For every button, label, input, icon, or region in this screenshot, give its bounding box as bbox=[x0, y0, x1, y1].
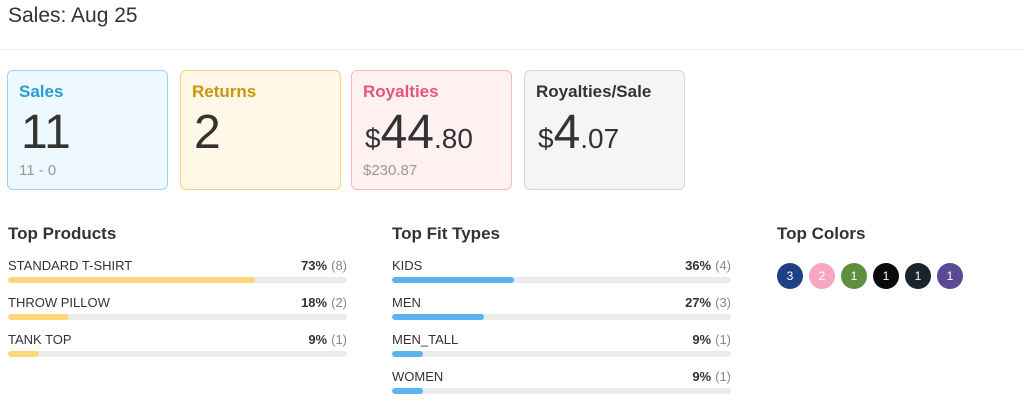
bar-count: (1) bbox=[715, 332, 731, 347]
royalties-per-sale-card-title: Royalties/Sale bbox=[536, 82, 652, 101]
page-title: Sales: Aug 25 bbox=[8, 4, 138, 27]
top-fit-types-list: KIDS 36% (4) MEN 27% (3) MEN_TALL 9% (1) WOMEN 9%(… bbox=[392, 258, 731, 406]
bar-label: WOMEN bbox=[392, 369, 444, 384]
top-products-title: Top Products bbox=[8, 224, 117, 243]
royalties-card-value: $44.80 bbox=[365, 105, 473, 167]
bar-track bbox=[392, 388, 731, 394]
sales-card-value: 11 bbox=[21, 106, 71, 159]
royalties-whole: 44 bbox=[380, 106, 434, 159]
bar-count: (1) bbox=[331, 332, 347, 347]
top-fit-types-section: Top Fit Types KIDS 36% (4) MEN 27% (3) MEN_TAL… bbox=[392, 222, 731, 406]
bar-count: (1) bbox=[715, 369, 731, 384]
bar-row: STANDARD T-SHIRT 73% (8) bbox=[8, 258, 347, 295]
bar-track bbox=[8, 277, 347, 283]
color-swatch: 1 bbox=[841, 263, 867, 289]
bar-row: KIDS 36% (4) bbox=[392, 258, 731, 295]
bar-percent: 9% bbox=[308, 332, 328, 347]
top-fit-types-title: Top Fit Types bbox=[392, 224, 500, 243]
bar-label: MEN_TALL bbox=[392, 332, 459, 347]
bar-percent: 73% bbox=[301, 258, 328, 273]
bar-label: TANK TOP bbox=[8, 332, 72, 347]
top-products-section: Top Products STANDARD T-SHIRT 73% (8) THROW… bbox=[8, 222, 347, 369]
bar-label: STANDARD T-SHIRT bbox=[8, 258, 133, 273]
bar-row: MEN 27% (3) bbox=[392, 295, 731, 332]
bar-percent: 9% bbox=[692, 369, 712, 384]
bar-count: (2) bbox=[331, 295, 347, 310]
royalties-per-sale-currency: $ bbox=[538, 123, 554, 154]
sales-card-title: Sales bbox=[19, 82, 64, 101]
royalties-decimal: .80 bbox=[433, 123, 473, 154]
bar-fill bbox=[8, 351, 39, 357]
page-header: Sales: Aug 25 bbox=[0, 0, 1024, 50]
bar-stats: 73% (8) bbox=[301, 258, 347, 273]
bar-count: (4) bbox=[715, 258, 731, 273]
bar-track bbox=[8, 314, 347, 320]
top-colors-title: Top Colors bbox=[777, 224, 866, 243]
color-swatch: 1 bbox=[905, 263, 931, 289]
bar-track bbox=[392, 277, 731, 283]
bar-stats: 9% (1) bbox=[692, 369, 731, 384]
color-swatch: 2 bbox=[809, 263, 835, 289]
bar-fill bbox=[392, 277, 515, 283]
bar-label: MEN bbox=[392, 295, 421, 310]
bar-stats: 27% (3) bbox=[685, 295, 731, 310]
bar-count: (3) bbox=[715, 295, 731, 310]
bar-track bbox=[392, 314, 731, 320]
sales-card: Sales 11 11 - 0 bbox=[7, 70, 168, 190]
color-swatch: 1 bbox=[873, 263, 899, 289]
top-products-list: STANDARD T-SHIRT 73% (8) THROW PILLOW 18% (2)… bbox=[8, 258, 347, 369]
bar-fill bbox=[392, 388, 423, 394]
bar-fill bbox=[8, 314, 70, 320]
bar-row: MEN_TALL 9% (1) bbox=[392, 332, 731, 369]
returns-card: Returns 2 bbox=[180, 70, 341, 190]
bar-fill bbox=[392, 351, 423, 357]
returns-card-value: 2 bbox=[194, 106, 221, 159]
bar-row: TANK TOP 9% (1) bbox=[8, 332, 347, 369]
bar-count: (8) bbox=[331, 258, 347, 273]
bar-percent: 18% bbox=[301, 295, 328, 310]
royalties-per-sale-card: Royalties/Sale $4.07 bbox=[524, 70, 685, 190]
bar-label: THROW PILLOW bbox=[8, 295, 110, 310]
bar-stats: 18% (2) bbox=[301, 295, 347, 310]
bar-row: WOMEN 9% (1) bbox=[392, 369, 731, 406]
returns-card-title: Returns bbox=[192, 82, 257, 101]
royalties-per-sale-whole: 4 bbox=[553, 106, 581, 159]
bar-percent: 36% bbox=[685, 258, 712, 273]
color-swatch: 1 bbox=[937, 263, 963, 289]
sales-card-subtext: 11 - 0 bbox=[19, 162, 57, 179]
royalties-card-title: Royalties bbox=[363, 82, 439, 101]
bar-stats: 9% (1) bbox=[692, 332, 731, 347]
bar-row: THROW PILLOW 18% (2) bbox=[8, 295, 347, 332]
bar-track bbox=[392, 351, 731, 357]
bar-percent: 27% bbox=[685, 295, 712, 310]
bar-track bbox=[8, 351, 347, 357]
royalties-currency: $ bbox=[365, 123, 381, 154]
royalties-per-sale-decimal: .07 bbox=[580, 123, 620, 154]
bar-fill bbox=[8, 277, 256, 283]
royalties-card: Royalties $44.80 $230.87 bbox=[351, 70, 512, 190]
color-swatch: 3 bbox=[777, 263, 803, 289]
bar-stats: 36% (4) bbox=[685, 258, 731, 273]
bar-percent: 9% bbox=[692, 332, 712, 347]
royalties-card-subtext: $230.87 bbox=[363, 162, 418, 179]
bar-label: KIDS bbox=[392, 258, 423, 273]
bar-fill bbox=[392, 314, 484, 320]
royalties-per-sale-card-value: $4.07 bbox=[538, 105, 619, 167]
bar-stats: 9% (1) bbox=[308, 332, 347, 347]
